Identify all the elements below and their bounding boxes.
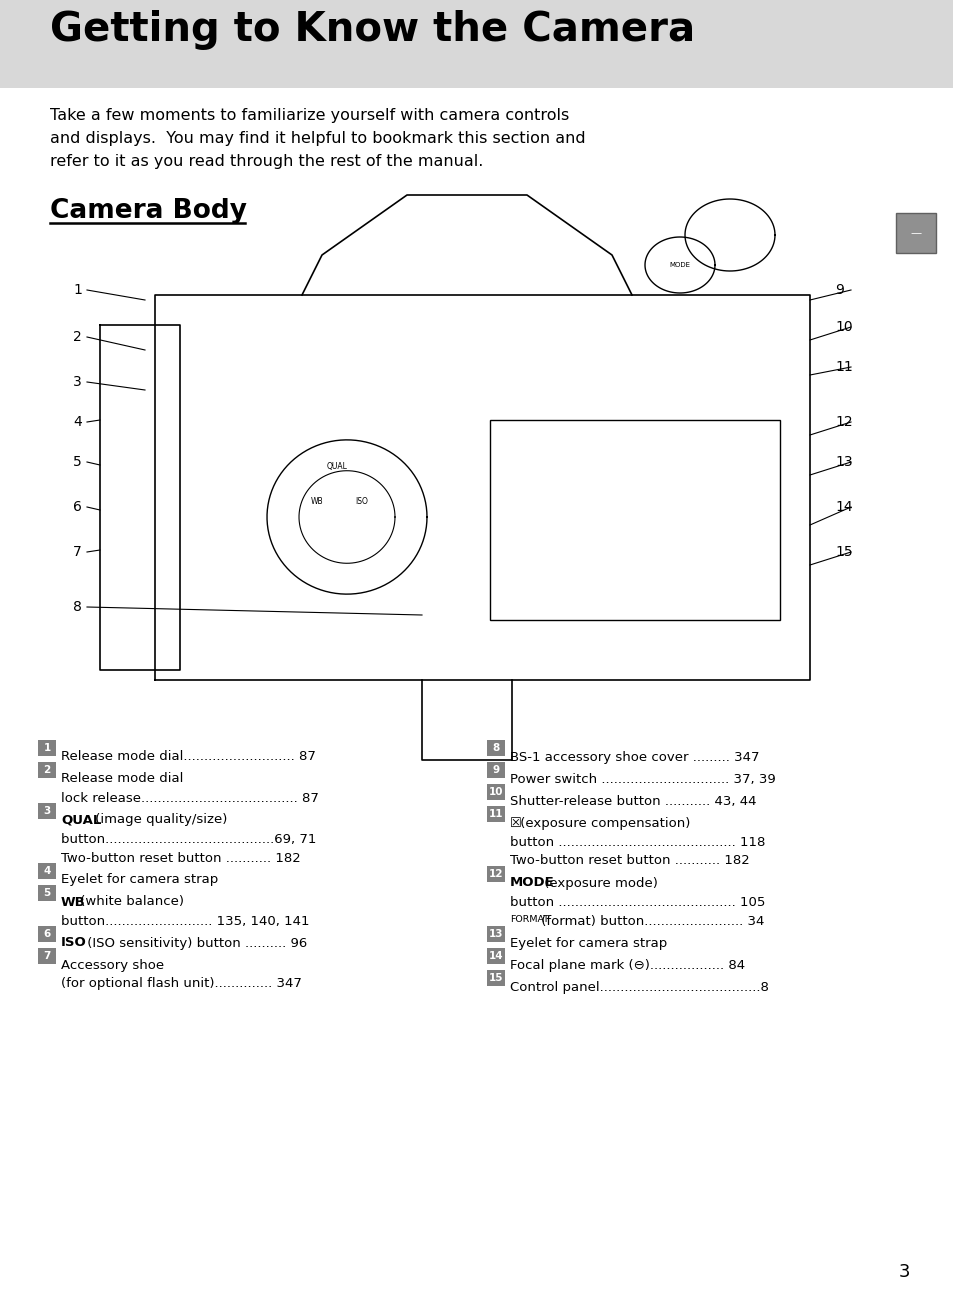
Bar: [486, 740, 504, 756]
Bar: [490, 420, 780, 620]
Text: 9: 9: [492, 765, 499, 775]
Text: BS-1 accessory shoe cover ......... 347: BS-1 accessory shoe cover ......... 347: [510, 750, 759, 763]
Text: 5: 5: [73, 455, 82, 469]
Text: 8: 8: [492, 742, 499, 753]
Text: Camera Body: Camera Body: [50, 198, 247, 223]
Bar: [486, 947, 504, 964]
Text: 15: 15: [488, 972, 503, 983]
Text: 8: 8: [73, 600, 82, 614]
Bar: [486, 970, 504, 986]
Bar: [486, 805, 504, 823]
Bar: [38, 926, 56, 942]
Text: 2: 2: [73, 330, 82, 344]
Text: Shutter-release button ........... 43, 44: Shutter-release button ........... 43, 4…: [510, 795, 756, 808]
Text: FORMAT: FORMAT: [510, 915, 548, 924]
Text: (ISO sensitivity) button .......... 96: (ISO sensitivity) button .......... 96: [84, 937, 308, 950]
Bar: [38, 762, 56, 778]
Text: 1: 1: [43, 742, 51, 753]
Bar: [486, 784, 504, 800]
Text: MODE: MODE: [669, 261, 690, 268]
Text: Two-button reset button ........... 182: Two-button reset button ........... 182: [510, 854, 749, 867]
Text: Getting to Know the Camera: Getting to Know the Camera: [50, 11, 695, 50]
Text: Release mode dial: Release mode dial: [61, 773, 183, 786]
Text: Two-button reset button ........... 182: Two-button reset button ........... 182: [61, 851, 300, 865]
Text: ISO: ISO: [61, 937, 87, 950]
Bar: [38, 886, 56, 901]
Text: 6: 6: [73, 501, 82, 514]
Text: Eyelet for camera strap: Eyelet for camera strap: [510, 937, 666, 950]
Bar: [38, 947, 56, 964]
Text: 13: 13: [488, 929, 503, 940]
Text: 4: 4: [43, 866, 51, 876]
Bar: [486, 866, 504, 882]
Text: 3: 3: [898, 1263, 909, 1281]
Text: (exposure mode): (exposure mode): [539, 876, 658, 890]
Text: 15: 15: [834, 545, 852, 558]
Text: 2: 2: [43, 765, 51, 775]
Text: (format) button........................ 34: (format) button........................ …: [537, 915, 763, 928]
Bar: [38, 803, 56, 819]
Text: button.........................................69, 71: button..................................…: [61, 833, 316, 845]
Text: WB: WB: [61, 896, 86, 908]
Text: ☒: ☒: [510, 816, 521, 829]
Bar: [0, 0, 953, 88]
Text: button.......................... 135, 140, 141: button.......................... 135, 14…: [61, 915, 309, 928]
Text: QUAL: QUAL: [326, 463, 347, 472]
Text: 11: 11: [834, 360, 852, 374]
Text: 3: 3: [43, 805, 51, 816]
Text: (white balance): (white balance): [76, 896, 184, 908]
Text: Accessory shoe: Accessory shoe: [61, 958, 164, 971]
Text: MODE: MODE: [510, 876, 554, 890]
Text: 5: 5: [43, 888, 51, 897]
Text: 13: 13: [834, 455, 852, 469]
Text: 3: 3: [73, 374, 82, 389]
Text: WB: WB: [311, 498, 323, 506]
Text: 7: 7: [73, 545, 82, 558]
Text: 1: 1: [73, 283, 82, 297]
Text: Focal plane mark (⊖).................. 84: Focal plane mark (⊖).................. 8…: [510, 958, 744, 971]
Bar: [486, 926, 504, 942]
Bar: [895, 213, 935, 254]
Text: Power switch ............................... 37, 39: Power switch ...........................…: [510, 773, 775, 786]
Text: Release mode dial........................... 87: Release mode dial.......................…: [61, 750, 315, 763]
Text: button ........................................... 118: button .................................…: [510, 836, 764, 849]
Text: 11: 11: [488, 809, 503, 819]
Text: 7: 7: [43, 951, 51, 961]
Bar: [486, 762, 504, 778]
Text: and displays.  You may find it helpful to bookmark this section and: and displays. You may find it helpful to…: [50, 131, 585, 146]
Text: lock release...................................... 87: lock release............................…: [61, 791, 318, 804]
Bar: [38, 740, 56, 756]
Text: 12: 12: [834, 415, 852, 428]
Text: 6: 6: [43, 929, 51, 940]
Text: QUAL: QUAL: [61, 813, 101, 827]
Text: refer to it as you read through the rest of the manual.: refer to it as you read through the rest…: [50, 154, 483, 170]
Text: ISO: ISO: [355, 498, 368, 506]
Text: 12: 12: [488, 869, 503, 879]
Text: 10: 10: [488, 787, 503, 798]
Text: Control panel.......................................8: Control panel...........................…: [510, 980, 768, 993]
Text: 14: 14: [488, 951, 503, 961]
Bar: [38, 863, 56, 879]
Text: Eyelet for camera strap: Eyelet for camera strap: [61, 874, 218, 887]
Text: (image quality/size): (image quality/size): [91, 813, 227, 827]
Text: —: —: [909, 229, 921, 238]
Text: button ........................................... 105: button .................................…: [510, 896, 764, 908]
Text: 9: 9: [834, 283, 843, 297]
Text: (exposure compensation): (exposure compensation): [516, 816, 690, 829]
Text: 14: 14: [834, 501, 852, 514]
Text: 4: 4: [73, 415, 82, 428]
Text: Take a few moments to familiarize yourself with camera controls: Take a few moments to familiarize yourse…: [50, 108, 569, 124]
Text: 10: 10: [834, 321, 852, 334]
Text: (for optional flash unit).............. 347: (for optional flash unit).............. …: [61, 978, 301, 991]
